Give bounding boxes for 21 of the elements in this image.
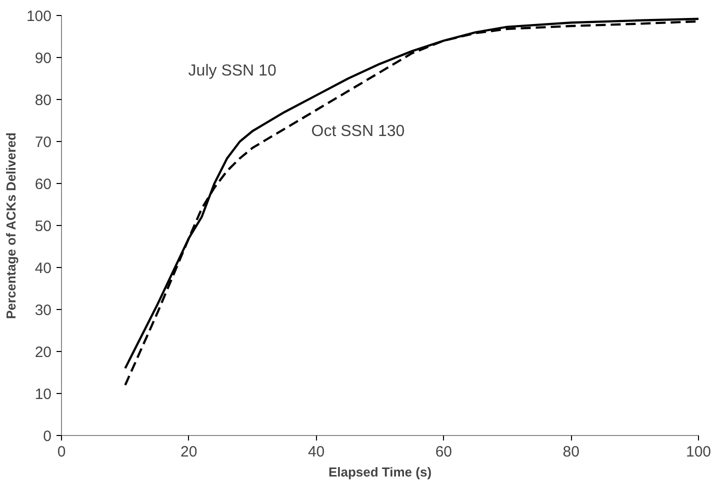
y-tick-label: 40 <box>34 260 52 277</box>
y-axis-title: Percentage of ACKs Delivered <box>3 132 18 320</box>
y-tick-label: 70 <box>34 134 52 151</box>
y-tick-label: 10 <box>34 386 52 403</box>
y-tick-label: 0 <box>43 428 52 445</box>
x-tick-label: 20 <box>180 444 198 460</box>
y-tick-label: 90 <box>34 50 52 67</box>
y-tick-label: 20 <box>34 344 52 361</box>
x-tick-label: 80 <box>562 444 580 460</box>
y-tick-label: 80 <box>34 92 52 109</box>
y-tick-label: 30 <box>34 302 52 319</box>
x-tick-label: 40 <box>308 444 325 460</box>
text: July SSN 10 <box>188 62 276 80</box>
y-tick-label: 60 <box>34 176 52 193</box>
x-tick-label: 100 <box>686 444 712 460</box>
x-tick-label: 0 <box>57 444 66 460</box>
x-tick-label: 60 <box>435 444 452 460</box>
y-tick-label: 50 <box>34 218 52 235</box>
series-label: Oct SSN 130 <box>311 123 405 140</box>
y-tick-label: 100 <box>26 8 52 25</box>
x-axis-title: Elapsed Time (s) <box>328 464 432 480</box>
